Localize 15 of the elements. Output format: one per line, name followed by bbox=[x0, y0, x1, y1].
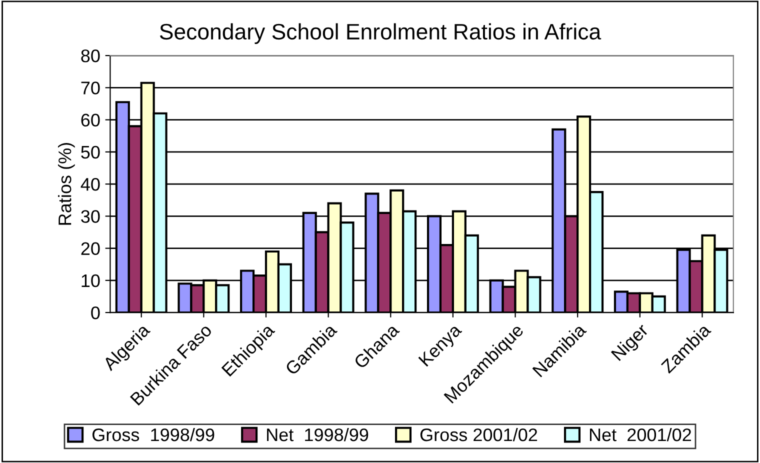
y-tick-label: 80 bbox=[81, 49, 100, 62]
legend-label: Net 1998/99 bbox=[267, 428, 368, 442]
y-tick-label: 70 bbox=[81, 82, 100, 94]
legend-label: Net 2001/02 bbox=[590, 428, 691, 442]
y-axis-title: Ratios (%) bbox=[58, 143, 75, 225]
y-tick-label: 20 bbox=[81, 242, 100, 256]
legend-label: Gross 2001/02 bbox=[420, 428, 538, 442]
y-tick-label: 40 bbox=[80, 178, 100, 191]
legend-label: Gross 1998/99 bbox=[92, 428, 214, 442]
y-tick-label: 60 bbox=[81, 114, 100, 127]
y-tick-label: 30 bbox=[81, 210, 100, 223]
y-tick-label: 10 bbox=[82, 274, 100, 288]
chart-title: Secondary School Enrolment Ratios in Africa bbox=[160, 23, 602, 44]
y-tick-label: 50 bbox=[81, 146, 100, 159]
y-tick-label: 0 bbox=[91, 306, 100, 320]
